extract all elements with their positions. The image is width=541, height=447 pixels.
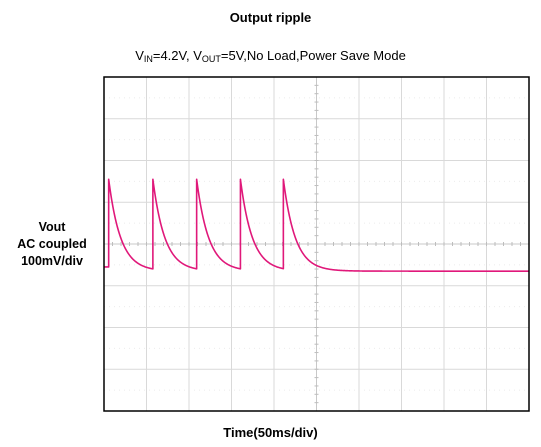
- chart-subtitle: VIN=4.2V, VOUT=5V,No Load,Power Save Mod…: [0, 48, 541, 64]
- y-axis-label-line3: 100mV/div: [21, 254, 83, 268]
- vout-prefix: V: [193, 48, 202, 63]
- vout-subscript: OUT: [201, 54, 221, 64]
- vin-value: =4.2V,: [152, 48, 194, 63]
- plot-frame: [103, 76, 530, 412]
- ripple-trace: [103, 178, 530, 272]
- y-axis-label: Vout AC coupled 100mV/div: [2, 219, 102, 270]
- chart-title: Output ripple: [229, 10, 312, 25]
- x-axis-label: Time(50ms/div): [223, 425, 318, 440]
- vout-rest: =5V,No Load,Power Save Mode: [220, 48, 406, 63]
- vin-prefix: V: [135, 48, 144, 63]
- vin-subscript: IN: [143, 54, 153, 64]
- y-axis-label-line2: AC coupled: [17, 237, 87, 251]
- y-axis-label-line1: Vout: [38, 220, 66, 234]
